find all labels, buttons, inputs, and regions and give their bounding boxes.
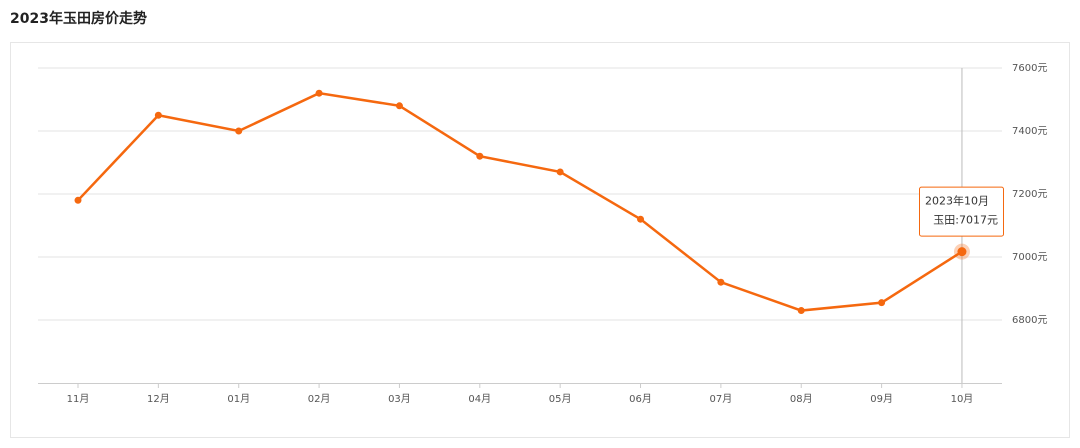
x-tick-label: 12月 (147, 393, 170, 405)
x-tick-label: 07月 (710, 393, 733, 405)
series-line (77, 91, 963, 312)
point (74, 196, 82, 204)
point (797, 307, 805, 315)
point (395, 102, 403, 110)
x-tick-label: 09月 (870, 393, 893, 405)
y-tick-label: 7600元 (1012, 63, 1047, 74)
x-tick-label: 06月 (629, 393, 652, 405)
tooltip-title: 2023年10月 (925, 194, 989, 208)
point (235, 127, 243, 135)
x-tick-label: 03月 (388, 393, 411, 405)
y-tick-label: 7200元 (1012, 189, 1047, 200)
y-tick-label: 7000元 (1012, 252, 1047, 263)
chart-frame (10, 42, 1070, 438)
point (637, 215, 645, 223)
point (315, 89, 323, 97)
point (717, 278, 725, 286)
x-tick-label: 01月 (227, 393, 250, 405)
point (957, 247, 967, 257)
point (878, 299, 886, 307)
y-tick-label: 7400元 (1012, 126, 1047, 137)
x-tick-label: 04月 (468, 393, 491, 405)
tooltip-box (919, 186, 1004, 237)
point (154, 111, 162, 119)
x-tick-label: 08月 (790, 393, 813, 405)
point (556, 168, 564, 176)
x-tick-label: 02月 (308, 393, 331, 405)
x-tick-label: 10月 (951, 393, 974, 405)
chart-title: 2023年玉田房价走势 (10, 10, 147, 27)
y-tick-label: 6800元 (1012, 315, 1047, 326)
x-tick-label: 11月 (67, 393, 90, 405)
x-tick-label: 05月 (549, 393, 572, 405)
point (476, 152, 484, 160)
tooltip-text: 玉田:7017元 (933, 214, 998, 227)
